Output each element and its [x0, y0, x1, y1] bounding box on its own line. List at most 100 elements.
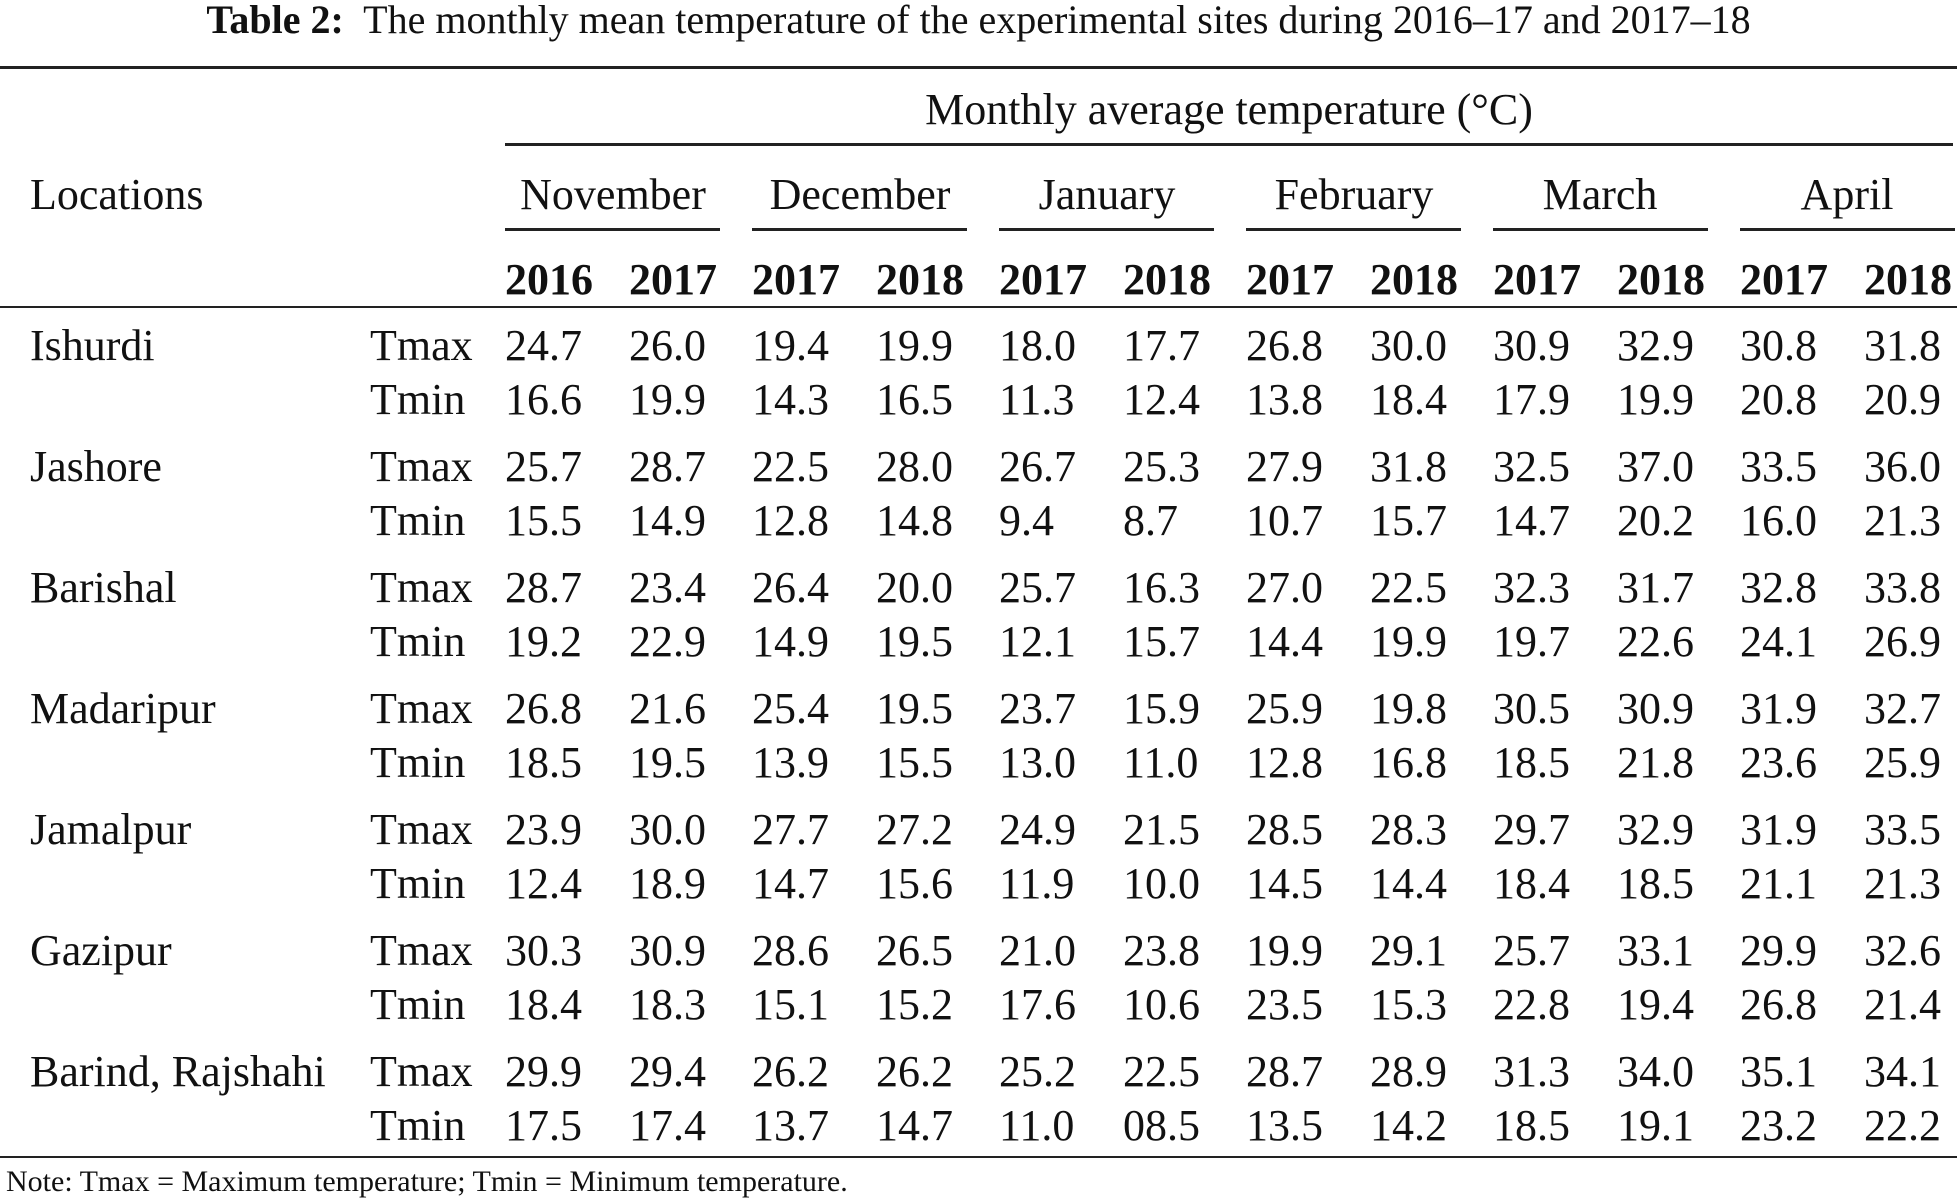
location-name: Jamalpur — [30, 805, 192, 854]
month-header: November — [520, 170, 706, 219]
tmax-cell: 27.9 — [1246, 442, 1323, 491]
tmin-cell: 23.6 — [1740, 738, 1817, 787]
tmin-cell: 22.8 — [1493, 980, 1570, 1029]
tmin-cell: 16.0 — [1740, 496, 1817, 545]
tmin-cell: 14.4 — [1246, 617, 1323, 666]
tmax-cell: 23.9 — [505, 805, 582, 854]
month-underline — [1246, 228, 1461, 231]
tmin-cell: 17.4 — [629, 1101, 706, 1150]
tmin-cell: 13.9 — [752, 738, 829, 787]
year-header: 2017 — [1246, 255, 1334, 304]
tmin-cell: 9.4 — [999, 496, 1054, 545]
location-name: Ishurdi — [30, 321, 155, 370]
tmin-cell: 19.9 — [1370, 617, 1447, 666]
tmax-cell: 26.7 — [999, 442, 1076, 491]
tmax-cell: 23.4 — [629, 563, 706, 612]
tmin-cell: 12.4 — [505, 859, 582, 908]
tmin-cell: 14.9 — [629, 496, 706, 545]
bottom-rule — [0, 1156, 1957, 1158]
tmin-cell: 19.9 — [1617, 375, 1694, 424]
year-header: 2018 — [1370, 255, 1458, 304]
tmin-cell: 18.4 — [1493, 859, 1570, 908]
tmax-cell: 31.9 — [1740, 684, 1817, 733]
tmax-cell: 36.0 — [1864, 442, 1941, 491]
month-underline — [752, 228, 967, 231]
tmax-cell: 19.9 — [876, 321, 953, 370]
tmin-cell: 20.8 — [1740, 375, 1817, 424]
tmax-cell: 22.5 — [752, 442, 829, 491]
tmin-cell: 13.0 — [999, 738, 1076, 787]
tmin-label: Tmin — [370, 375, 466, 424]
year-header: 2018 — [1123, 255, 1211, 304]
tmin-cell: 19.9 — [629, 375, 706, 424]
tmin-cell: 15.5 — [505, 496, 582, 545]
tmax-cell: 23.8 — [1123, 926, 1200, 975]
tmax-cell: 28.7 — [505, 563, 582, 612]
tmax-cell: 31.9 — [1740, 805, 1817, 854]
tmax-cell: 24.7 — [505, 321, 582, 370]
tmax-cell: 28.7 — [1246, 1047, 1323, 1096]
year-header: 2018 — [1864, 255, 1952, 304]
tmax-cell: 27.0 — [1246, 563, 1323, 612]
tmin-cell: 20.2 — [1617, 496, 1694, 545]
tmax-cell: 32.8 — [1740, 563, 1817, 612]
tmax-cell: 32.9 — [1617, 805, 1694, 854]
tmax-cell: 26.8 — [505, 684, 582, 733]
tmin-cell: 14.7 — [876, 1101, 953, 1150]
tmin-cell: 11.0 — [999, 1101, 1075, 1150]
tmin-cell: 18.5 — [505, 738, 582, 787]
tmax-cell: 30.9 — [629, 926, 706, 975]
tmax-cell: 27.2 — [876, 805, 953, 854]
month-underline — [999, 228, 1214, 231]
tmax-cell: 37.0 — [1617, 442, 1694, 491]
tmin-cell: 10.6 — [1123, 980, 1200, 1029]
tmax-cell: 31.7 — [1617, 563, 1694, 612]
tmin-cell: 11.0 — [1123, 738, 1199, 787]
tmax-cell: 15.9 — [1123, 684, 1200, 733]
location-name: Barishal — [30, 563, 177, 612]
tmax-label: Tmax — [370, 321, 473, 370]
tmax-cell: 32.9 — [1617, 321, 1694, 370]
tmin-cell: 19.5 — [876, 617, 953, 666]
tmin-cell: 14.2 — [1370, 1101, 1447, 1150]
tmin-cell: 13.5 — [1246, 1101, 1323, 1150]
tmax-cell: 30.9 — [1617, 684, 1694, 733]
tmax-cell: 31.8 — [1370, 442, 1447, 491]
tmin-label: Tmin — [370, 617, 466, 666]
tmin-cell: 21.4 — [1864, 980, 1941, 1029]
tmin-cell: 18.4 — [1370, 375, 1447, 424]
tmax-cell: 30.3 — [505, 926, 582, 975]
tmin-cell: 21.1 — [1740, 859, 1817, 908]
tmax-cell: 34.0 — [1617, 1047, 1694, 1096]
tmin-cell: 21.8 — [1617, 738, 1694, 787]
tmax-cell: 28.6 — [752, 926, 829, 975]
tmin-cell: 10.0 — [1123, 859, 1200, 908]
tmax-cell: 30.8 — [1740, 321, 1817, 370]
tmax-cell: 30.5 — [1493, 684, 1570, 733]
tmin-cell: 23.5 — [1246, 980, 1323, 1029]
tmax-cell: 33.1 — [1617, 926, 1694, 975]
tmin-cell: 8.7 — [1123, 496, 1178, 545]
year-header: 2017 — [752, 255, 840, 304]
tmax-cell: 30.0 — [629, 805, 706, 854]
tmax-cell: 26.5 — [876, 926, 953, 975]
tmax-cell: 28.3 — [1370, 805, 1447, 854]
tmin-cell: 08.5 — [1123, 1101, 1200, 1150]
tmin-cell: 22.6 — [1617, 617, 1694, 666]
table-note: Note: Tmax = Maximum temperature; Tmin =… — [6, 1165, 848, 1198]
year-header: 2016 — [505, 255, 593, 304]
tmin-cell: 13.7 — [752, 1101, 829, 1150]
tmax-cell: 16.3 — [1123, 563, 1200, 612]
tmin-cell: 19.4 — [1617, 980, 1694, 1029]
tmax-cell: 34.1 — [1864, 1047, 1941, 1096]
tmax-cell: 22.5 — [1370, 563, 1447, 612]
tmax-cell: 24.9 — [999, 805, 1076, 854]
tmax-cell: 32.6 — [1864, 926, 1941, 975]
tmin-cell: 18.3 — [629, 980, 706, 1029]
tmin-cell: 12.4 — [1123, 375, 1200, 424]
tmin-cell: 10.7 — [1246, 496, 1323, 545]
table-label: Table 2: — [206, 0, 344, 42]
tmin-cell: 14.3 — [752, 375, 829, 424]
tmin-cell: 12.8 — [1246, 738, 1323, 787]
month-header: December — [769, 170, 951, 219]
